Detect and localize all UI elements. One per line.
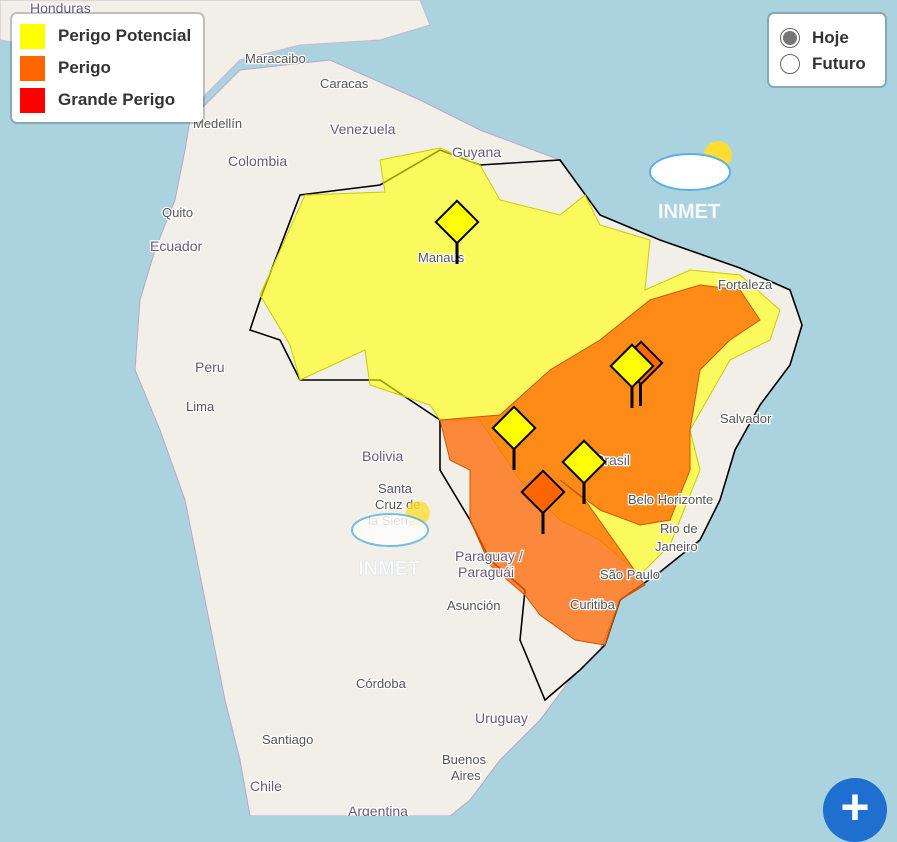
svg-text:Paraguái: Paraguái: [458, 564, 514, 580]
svg-text:Paraguay /: Paraguay /: [455, 548, 523, 564]
map-canvas[interactable]: Honduras Maracaibo Caracas Venezuela Med…: [0, 0, 897, 816]
svg-text:Bolivia: Bolivia: [362, 448, 403, 464]
legend-label: Perigo: [58, 58, 111, 77]
legend-label: Grande Perigo: [58, 90, 176, 109]
legend-label: Perigo Potencial: [58, 26, 192, 45]
legend-swatch: [20, 55, 45, 81]
svg-text:Venezuela: Venezuela: [330, 121, 396, 137]
legend-item-perigo-potencial: Perigo Potencial: [20, 20, 191, 52]
svg-text:Quito: Quito: [162, 205, 193, 220]
svg-text:INMET: INMET: [658, 201, 720, 223]
svg-text:Maracaibo: Maracaibo: [245, 51, 306, 66]
inmet-logo: INMET INMET: [351, 141, 732, 580]
radio-selected-icon[interactable]: [780, 28, 800, 48]
svg-text:Rio de: Rio de: [660, 521, 698, 536]
svg-text:Asunción: Asunción: [447, 598, 500, 613]
radio-label: Hoje: [812, 28, 849, 47]
storm-warning-icon: [561, 439, 607, 504]
svg-text:Guyana: Guyana: [452, 144, 501, 160]
svg-text:Salvador: Salvador: [720, 411, 772, 426]
legend-swatch: [20, 87, 45, 113]
svg-text:Janeiro: Janeiro: [655, 539, 698, 554]
svg-text:Caracas: Caracas: [320, 76, 369, 91]
radio-futuro[interactable]: Futuro: [769, 51, 885, 77]
svg-text:Chile: Chile: [250, 778, 282, 794]
zoom-in-button[interactable]: +: [823, 778, 887, 842]
svg-text:Fortaleza: Fortaleza: [718, 277, 773, 292]
legend-item-perigo: Perigo: [20, 52, 191, 84]
legend-item-grande-perigo: Grande Perigo: [20, 84, 191, 116]
legend-swatch: [20, 23, 45, 49]
period-selector: Hoje Futuro: [769, 14, 885, 86]
svg-text:Ecuador: Ecuador: [150, 238, 202, 254]
svg-text:Córdoba: Córdoba: [356, 676, 407, 691]
alert-legend: Perigo Potencial Perigo Grande Perigo: [12, 14, 204, 122]
svg-text:Argentina: Argentina: [348, 803, 408, 816]
svg-text:São Paulo: São Paulo: [600, 567, 660, 582]
svg-text:Uruguay: Uruguay: [475, 710, 528, 726]
svg-text:Peru: Peru: [195, 359, 225, 375]
storm-warning-icon: [491, 405, 537, 470]
alert-markers[interactable]: [434, 199, 664, 534]
svg-text:Honduras: Honduras: [30, 0, 91, 16]
heat-warning-icon: [520, 469, 566, 534]
svg-text:Lima: Lima: [186, 399, 215, 414]
storm-warning-icon: [434, 199, 480, 264]
svg-text:Santiago: Santiago: [262, 732, 313, 747]
svg-text:Curitiba: Curitiba: [570, 597, 616, 612]
svg-text:INMET: INMET: [358, 558, 420, 580]
svg-text:Medellín: Medellín: [193, 116, 242, 131]
svg-text:Manaus: Manaus: [418, 250, 465, 265]
svg-text:Colombia: Colombia: [228, 153, 287, 169]
city-labels: Honduras Maracaibo Caracas Venezuela Med…: [29, 0, 774, 816]
radio-unselected-icon[interactable]: [780, 54, 800, 74]
brazil-border: [248, 149, 803, 702]
svg-text:Santa: Santa: [378, 481, 413, 496]
radio-label: Futuro: [812, 54, 866, 73]
low-humidity-warning-icon: [609, 343, 655, 408]
svg-text:Buenos: Buenos: [442, 752, 487, 767]
radio-hoje[interactable]: Hoje: [769, 25, 885, 51]
svg-text:Aires: Aires: [451, 768, 481, 783]
svg-text:Belo Horizonte: Belo Horizonte: [628, 492, 713, 507]
